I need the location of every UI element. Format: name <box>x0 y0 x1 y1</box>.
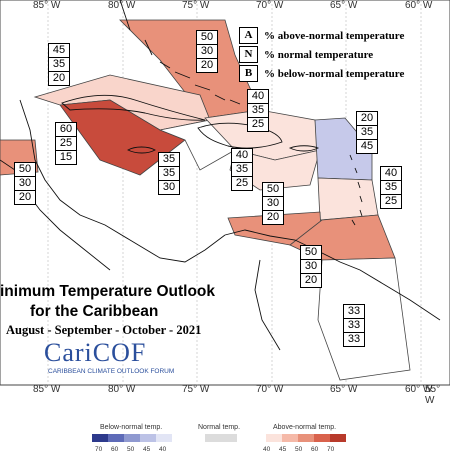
scale-label-normal: Normal temp. <box>198 424 241 431</box>
above-value: 40 <box>232 149 252 163</box>
lon-label-bottom-70w: 70° W <box>256 384 284 395</box>
below-value: 25 <box>235 177 249 189</box>
prob-box-cayman-jamaica: 60 25 15 <box>55 122 77 165</box>
above-value: 40 <box>381 167 401 181</box>
above-value: 45 <box>49 44 69 58</box>
lon-label-bottom-65w: 65° W <box>330 384 358 395</box>
above-value: 60 <box>56 123 76 137</box>
normal-value: 30 <box>301 260 321 274</box>
above-value: 50 <box>15 163 35 177</box>
above-value: 50 <box>301 246 321 260</box>
prob-box-leeward-south: 40 35 25 <box>380 166 402 209</box>
above-value: 40 <box>248 90 268 104</box>
normal-value: 35 <box>381 181 401 195</box>
lon-label-70w: 70° W <box>256 0 284 11</box>
below-value: 20 <box>304 274 318 286</box>
below-value: 20 <box>18 191 32 203</box>
below-value: 20 <box>200 59 214 71</box>
lon-label-85w: 85° W <box>33 0 61 11</box>
normal-value: 35 <box>357 126 377 140</box>
lon-label-bottom-60w: 60° W <box>405 384 433 395</box>
above-value: 33 <box>344 305 364 319</box>
below-value: 15 <box>59 151 73 163</box>
map-title-line2: for the Caribbean <box>30 303 159 320</box>
prob-box-guianas: 33 33 33 <box>343 304 365 347</box>
key-letter-a: A <box>239 27 258 44</box>
color-scale <box>92 434 346 442</box>
normal-value: 35 <box>232 163 252 177</box>
prob-box-hispaniola-south: 40 35 25 <box>231 148 253 191</box>
normal-value: 35 <box>159 167 179 181</box>
prob-box-abc-islands: 50 30 20 <box>262 182 284 225</box>
below-value: 20 <box>266 211 280 223</box>
normal-value: 35 <box>49 58 69 72</box>
lon-label-bottom-75w: 75° W <box>182 384 210 395</box>
scale-label-above: Above-normal temp. <box>273 424 337 431</box>
key-text-below: % below-normal temperature <box>264 67 405 80</box>
normal-value: 30 <box>263 197 283 211</box>
normal-value: 35 <box>248 104 268 118</box>
key-text-above: % above-normal temperature <box>264 29 405 42</box>
key-letter-b: B <box>239 65 258 82</box>
lon-label-bottom-85w: 85° W <box>33 384 61 395</box>
above-value: 35 <box>159 153 179 167</box>
scale-label-below: Below-normal temp. <box>100 424 163 431</box>
below-value: 20 <box>52 72 66 84</box>
below-value: 30 <box>162 181 176 193</box>
map-title-line1: inimum Temperature Outlook <box>0 283 216 300</box>
prob-box-leeward-north: 20 35 45 <box>356 111 378 154</box>
lon-label-75w: 75° W <box>182 0 210 11</box>
above-value: 50 <box>263 183 283 197</box>
key-letter-n: N <box>239 46 258 63</box>
prob-box-hispaniola-north: 40 35 25 <box>247 89 269 132</box>
normal-value: 25 <box>56 137 76 151</box>
above-value: 20 <box>357 112 377 126</box>
below-value: 25 <box>384 195 398 207</box>
above-value: 50 <box>197 31 217 45</box>
map-frame <box>0 0 450 386</box>
key-text-normal: % normal temperature <box>264 48 374 61</box>
lon-label-65w: 65° W <box>330 0 358 11</box>
normal-value: 33 <box>344 319 364 333</box>
region-leeward-south <box>317 177 379 221</box>
below-value: 25 <box>251 118 265 130</box>
forecast-period: August - September - October - 2021 <box>6 323 202 337</box>
prob-box-cuba-west: 45 35 20 <box>48 43 70 86</box>
normal-value: 30 <box>15 177 35 191</box>
prob-box-trinidad: 50 30 20 <box>300 245 322 288</box>
caricof-logo-subtitle: CARIBBEAN CLIMATE OUTLOOK FORUM <box>48 368 175 375</box>
lon-label-60w: 60° W <box>405 0 433 11</box>
prob-box-bahamas: 50 30 20 <box>196 30 218 73</box>
region-jamaica-south <box>158 119 236 171</box>
normal-value: 30 <box>197 45 217 59</box>
lon-label-bottom-55w: 55° W <box>425 384 441 406</box>
prob-box-belize: 50 30 20 <box>14 162 36 205</box>
below-value: 45 <box>360 140 374 152</box>
lon-label-80w: 80° W <box>108 0 136 11</box>
lon-label-bottom-80w: 80° W <box>108 384 136 395</box>
below-value: 33 <box>347 333 361 345</box>
caricof-logo: CariCOF <box>44 338 147 367</box>
prob-box-jamaica-south: 35 35 30 <box>158 152 180 195</box>
probability-key: A % above-normal temperature N % normal te… <box>239 26 404 83</box>
